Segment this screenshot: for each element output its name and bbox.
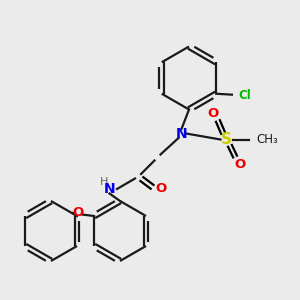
Text: CH₃: CH₃ — [256, 133, 278, 146]
Text: S: S — [221, 132, 232, 147]
Text: O: O — [207, 107, 219, 120]
Text: N: N — [104, 182, 115, 196]
Text: N: N — [176, 127, 187, 140]
Text: O: O — [155, 182, 166, 196]
Text: H: H — [100, 177, 108, 188]
Text: O: O — [72, 206, 83, 220]
Text: O: O — [234, 158, 246, 171]
Text: Cl: Cl — [239, 89, 251, 102]
